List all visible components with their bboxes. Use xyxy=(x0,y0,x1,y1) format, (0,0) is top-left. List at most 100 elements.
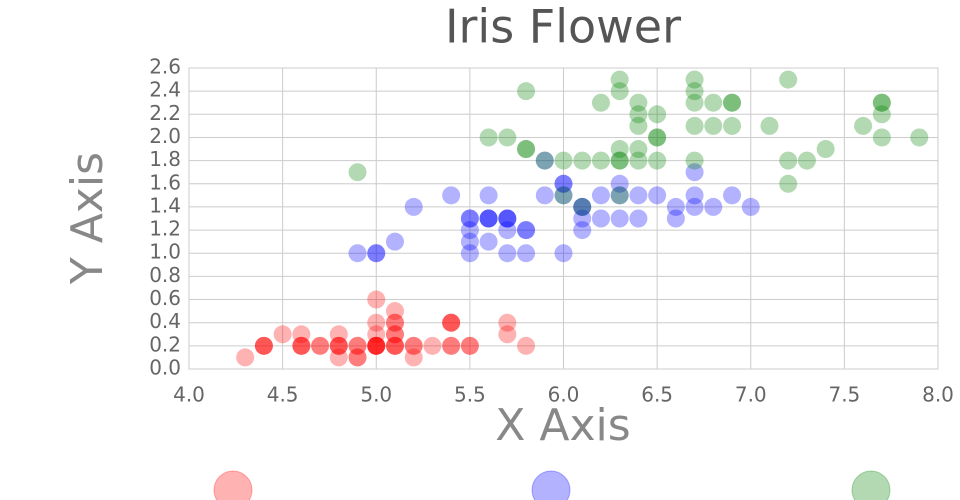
point xyxy=(460,244,479,263)
point xyxy=(498,325,517,344)
y-tick-label: 1.0 xyxy=(149,240,181,264)
y-tick-label: 0.4 xyxy=(149,309,181,333)
y-tick-label: 0.2 xyxy=(149,332,181,356)
point xyxy=(385,325,404,344)
point xyxy=(723,93,742,112)
point xyxy=(385,325,404,344)
point xyxy=(460,221,479,240)
point xyxy=(367,336,386,355)
y-tick-label: 2.0 xyxy=(149,124,181,148)
point xyxy=(348,348,367,367)
point xyxy=(591,151,610,170)
point xyxy=(554,186,573,205)
point xyxy=(311,336,330,355)
point xyxy=(367,336,386,355)
point xyxy=(517,336,536,355)
point xyxy=(648,128,667,147)
point xyxy=(573,221,592,240)
point xyxy=(517,221,536,240)
x-tick-label: 7.5 xyxy=(828,383,860,407)
x-tick-label: 5.0 xyxy=(360,383,392,407)
point xyxy=(442,336,461,355)
point xyxy=(292,336,311,355)
point xyxy=(348,244,367,263)
point xyxy=(648,151,667,170)
point xyxy=(479,232,498,251)
point xyxy=(442,313,461,332)
point xyxy=(610,186,629,205)
point xyxy=(779,70,798,89)
point xyxy=(329,348,348,367)
y-tick-label: 1.8 xyxy=(149,147,181,171)
point xyxy=(610,70,629,89)
point xyxy=(666,209,685,228)
point xyxy=(404,348,423,367)
point xyxy=(498,209,517,228)
point xyxy=(554,174,573,193)
point xyxy=(385,336,404,355)
point xyxy=(329,336,348,355)
point xyxy=(629,151,648,170)
point xyxy=(610,82,629,101)
point xyxy=(797,151,816,170)
point xyxy=(460,336,479,355)
point xyxy=(573,209,592,228)
x-tick-label: 6.0 xyxy=(548,383,580,407)
point xyxy=(629,93,648,112)
point xyxy=(685,116,704,135)
point xyxy=(517,82,536,101)
point xyxy=(610,151,629,170)
y-tick-label: 2.6 xyxy=(149,55,181,79)
point xyxy=(479,209,498,228)
point xyxy=(479,209,498,228)
x-axis-label: X Axis xyxy=(495,400,630,451)
point xyxy=(554,151,573,170)
point xyxy=(254,336,273,355)
chart-title: Iris Flower xyxy=(445,0,681,54)
point xyxy=(723,186,742,205)
point xyxy=(442,186,461,205)
point xyxy=(479,209,498,228)
point xyxy=(685,151,704,170)
point xyxy=(385,313,404,332)
point xyxy=(273,325,292,344)
point xyxy=(479,128,498,147)
point xyxy=(685,197,704,216)
point xyxy=(329,336,348,355)
y-tick-label: 1.4 xyxy=(149,193,181,217)
point xyxy=(854,116,873,135)
point xyxy=(498,128,517,147)
point xyxy=(535,151,554,170)
point xyxy=(367,336,386,355)
y-tick-label: 1.6 xyxy=(149,170,181,194)
point xyxy=(685,93,704,112)
point xyxy=(498,313,517,332)
point xyxy=(367,290,386,309)
point xyxy=(292,336,311,355)
point xyxy=(385,336,404,355)
x-tick-label: 8.0 xyxy=(922,383,954,407)
point xyxy=(385,232,404,251)
point xyxy=(648,105,667,124)
point xyxy=(498,209,517,228)
point xyxy=(517,140,536,159)
point xyxy=(910,128,929,147)
point xyxy=(629,186,648,205)
point xyxy=(816,140,835,159)
point xyxy=(460,232,479,251)
point xyxy=(498,244,517,263)
y-tick-label: 1.2 xyxy=(149,217,181,241)
point xyxy=(610,186,629,205)
point xyxy=(741,197,760,216)
point xyxy=(610,151,629,170)
point xyxy=(685,70,704,89)
point xyxy=(573,197,592,216)
point xyxy=(367,244,386,263)
point xyxy=(779,174,798,193)
point xyxy=(517,244,536,263)
y-axis-label: Y Axis xyxy=(62,152,113,285)
point xyxy=(535,151,554,170)
point xyxy=(629,209,648,228)
